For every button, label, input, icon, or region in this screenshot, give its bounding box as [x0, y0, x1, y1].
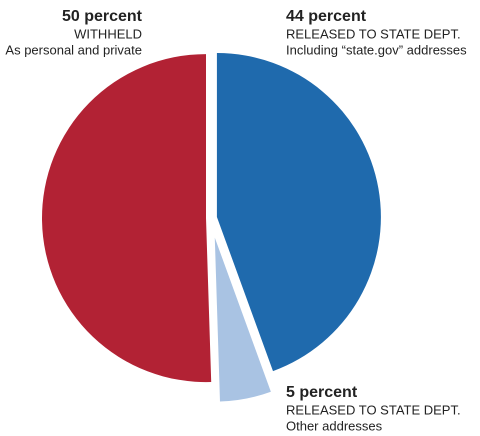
slice-label: RELEASED TO STATE DEPT.: [286, 26, 461, 41]
slice-label: WITHHELD: [74, 26, 142, 41]
value-label: 50 percent: [62, 8, 143, 25]
pie-slice: [214, 237, 271, 402]
slice-description: As personal and private: [5, 42, 142, 57]
slice-description: Including “state.gov” addresses: [286, 42, 467, 57]
value-label: 44 percent: [286, 8, 367, 25]
slice-label: RELEASED TO STATE DEPT.: [286, 402, 461, 417]
pie-slice: [216, 52, 381, 372]
pie-slice: [42, 54, 212, 383]
value-label: 5 percent: [286, 384, 358, 401]
slice-description: Other addresses: [286, 418, 383, 433]
